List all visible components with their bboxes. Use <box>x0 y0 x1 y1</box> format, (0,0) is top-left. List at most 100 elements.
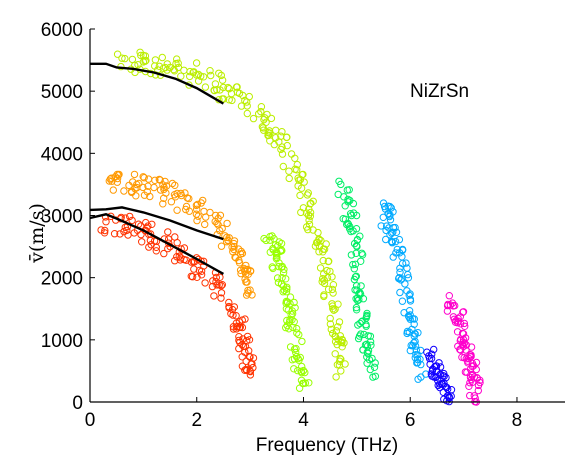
data-point <box>339 215 347 223</box>
data-point <box>227 310 235 318</box>
data-point <box>266 137 274 145</box>
data-point <box>217 71 226 80</box>
data-point <box>216 211 225 220</box>
data-point <box>268 232 276 240</box>
y-tick-label: 4000 <box>41 144 83 165</box>
data-point <box>174 59 182 67</box>
data-point <box>360 330 368 339</box>
data-point <box>298 362 306 371</box>
data-point <box>410 320 418 328</box>
data-point <box>293 166 301 174</box>
data-point <box>101 226 109 235</box>
data-point <box>285 174 293 183</box>
data-point <box>350 265 358 273</box>
ticks: 0 2 4 6 8 0 1000 2000 3000 4000 5000 6000 <box>41 20 523 431</box>
data-point <box>135 179 143 188</box>
data-point <box>331 350 339 358</box>
data-point <box>405 328 413 336</box>
data-point <box>352 242 361 250</box>
data-point <box>217 294 225 302</box>
data-point <box>393 245 401 254</box>
data-point <box>305 216 313 225</box>
data-point <box>395 274 403 283</box>
data-point <box>474 381 483 390</box>
data-point <box>174 63 183 72</box>
data-point <box>283 133 291 141</box>
data-point <box>386 202 394 211</box>
data-point <box>352 295 360 303</box>
data-point <box>212 277 220 286</box>
data-point <box>137 51 145 60</box>
data-point <box>243 366 251 375</box>
data-point <box>292 352 301 361</box>
data-point <box>351 260 360 268</box>
data-point <box>413 355 422 364</box>
data-point <box>362 340 371 348</box>
velocity-curves <box>89 62 225 275</box>
data-point <box>316 264 325 272</box>
data-point <box>352 211 361 220</box>
data-point <box>110 230 119 238</box>
data-point <box>269 246 277 254</box>
data-point <box>340 339 348 347</box>
data-point <box>320 279 329 288</box>
x-tick-label: 0 <box>85 410 96 431</box>
data-point <box>397 276 405 284</box>
data-point <box>347 251 356 259</box>
data-point <box>382 222 391 230</box>
data-point <box>243 337 251 345</box>
data-point <box>223 219 231 228</box>
data-point <box>315 248 323 256</box>
data-point <box>290 298 298 307</box>
data-point <box>417 373 425 381</box>
data-point <box>449 302 457 310</box>
data-point <box>193 216 201 225</box>
x-tick-label: 6 <box>405 410 416 431</box>
data-point <box>244 270 253 278</box>
data-point <box>297 367 305 375</box>
data-point <box>249 114 258 123</box>
data-point <box>127 187 136 196</box>
data-point <box>411 337 419 346</box>
data-point <box>291 304 299 312</box>
data-point <box>123 226 131 235</box>
data-point <box>188 273 197 281</box>
data-point <box>335 177 343 186</box>
data-point <box>284 306 292 314</box>
data-point <box>230 303 239 311</box>
data-point <box>159 200 167 208</box>
data-point <box>197 267 206 275</box>
data-point <box>447 386 456 394</box>
data-point <box>357 282 365 290</box>
data-point <box>151 56 160 64</box>
data-point <box>138 238 146 246</box>
data-point <box>389 228 397 237</box>
data-point <box>370 363 379 371</box>
data-point <box>171 181 179 190</box>
data-point <box>255 110 263 118</box>
data-point <box>445 292 453 300</box>
data-point <box>377 222 385 230</box>
data-point <box>206 67 214 75</box>
scatter-cloud <box>97 48 484 406</box>
data-point <box>309 197 317 206</box>
data-point <box>201 220 209 229</box>
data-point <box>147 241 155 249</box>
data-point <box>160 249 168 258</box>
data-point <box>243 278 251 286</box>
data-point <box>177 189 185 198</box>
data-point <box>282 299 290 307</box>
data-point <box>235 333 243 341</box>
data-point <box>302 209 311 217</box>
data-point <box>197 72 205 80</box>
data-point <box>472 365 480 374</box>
data-point <box>425 354 434 363</box>
data-point <box>320 276 328 284</box>
data-point <box>461 322 469 330</box>
data-point <box>319 275 327 283</box>
data-point <box>319 256 327 265</box>
data-point <box>113 178 122 186</box>
data-point <box>194 77 203 85</box>
data-point <box>463 368 471 376</box>
data-point <box>445 394 453 402</box>
